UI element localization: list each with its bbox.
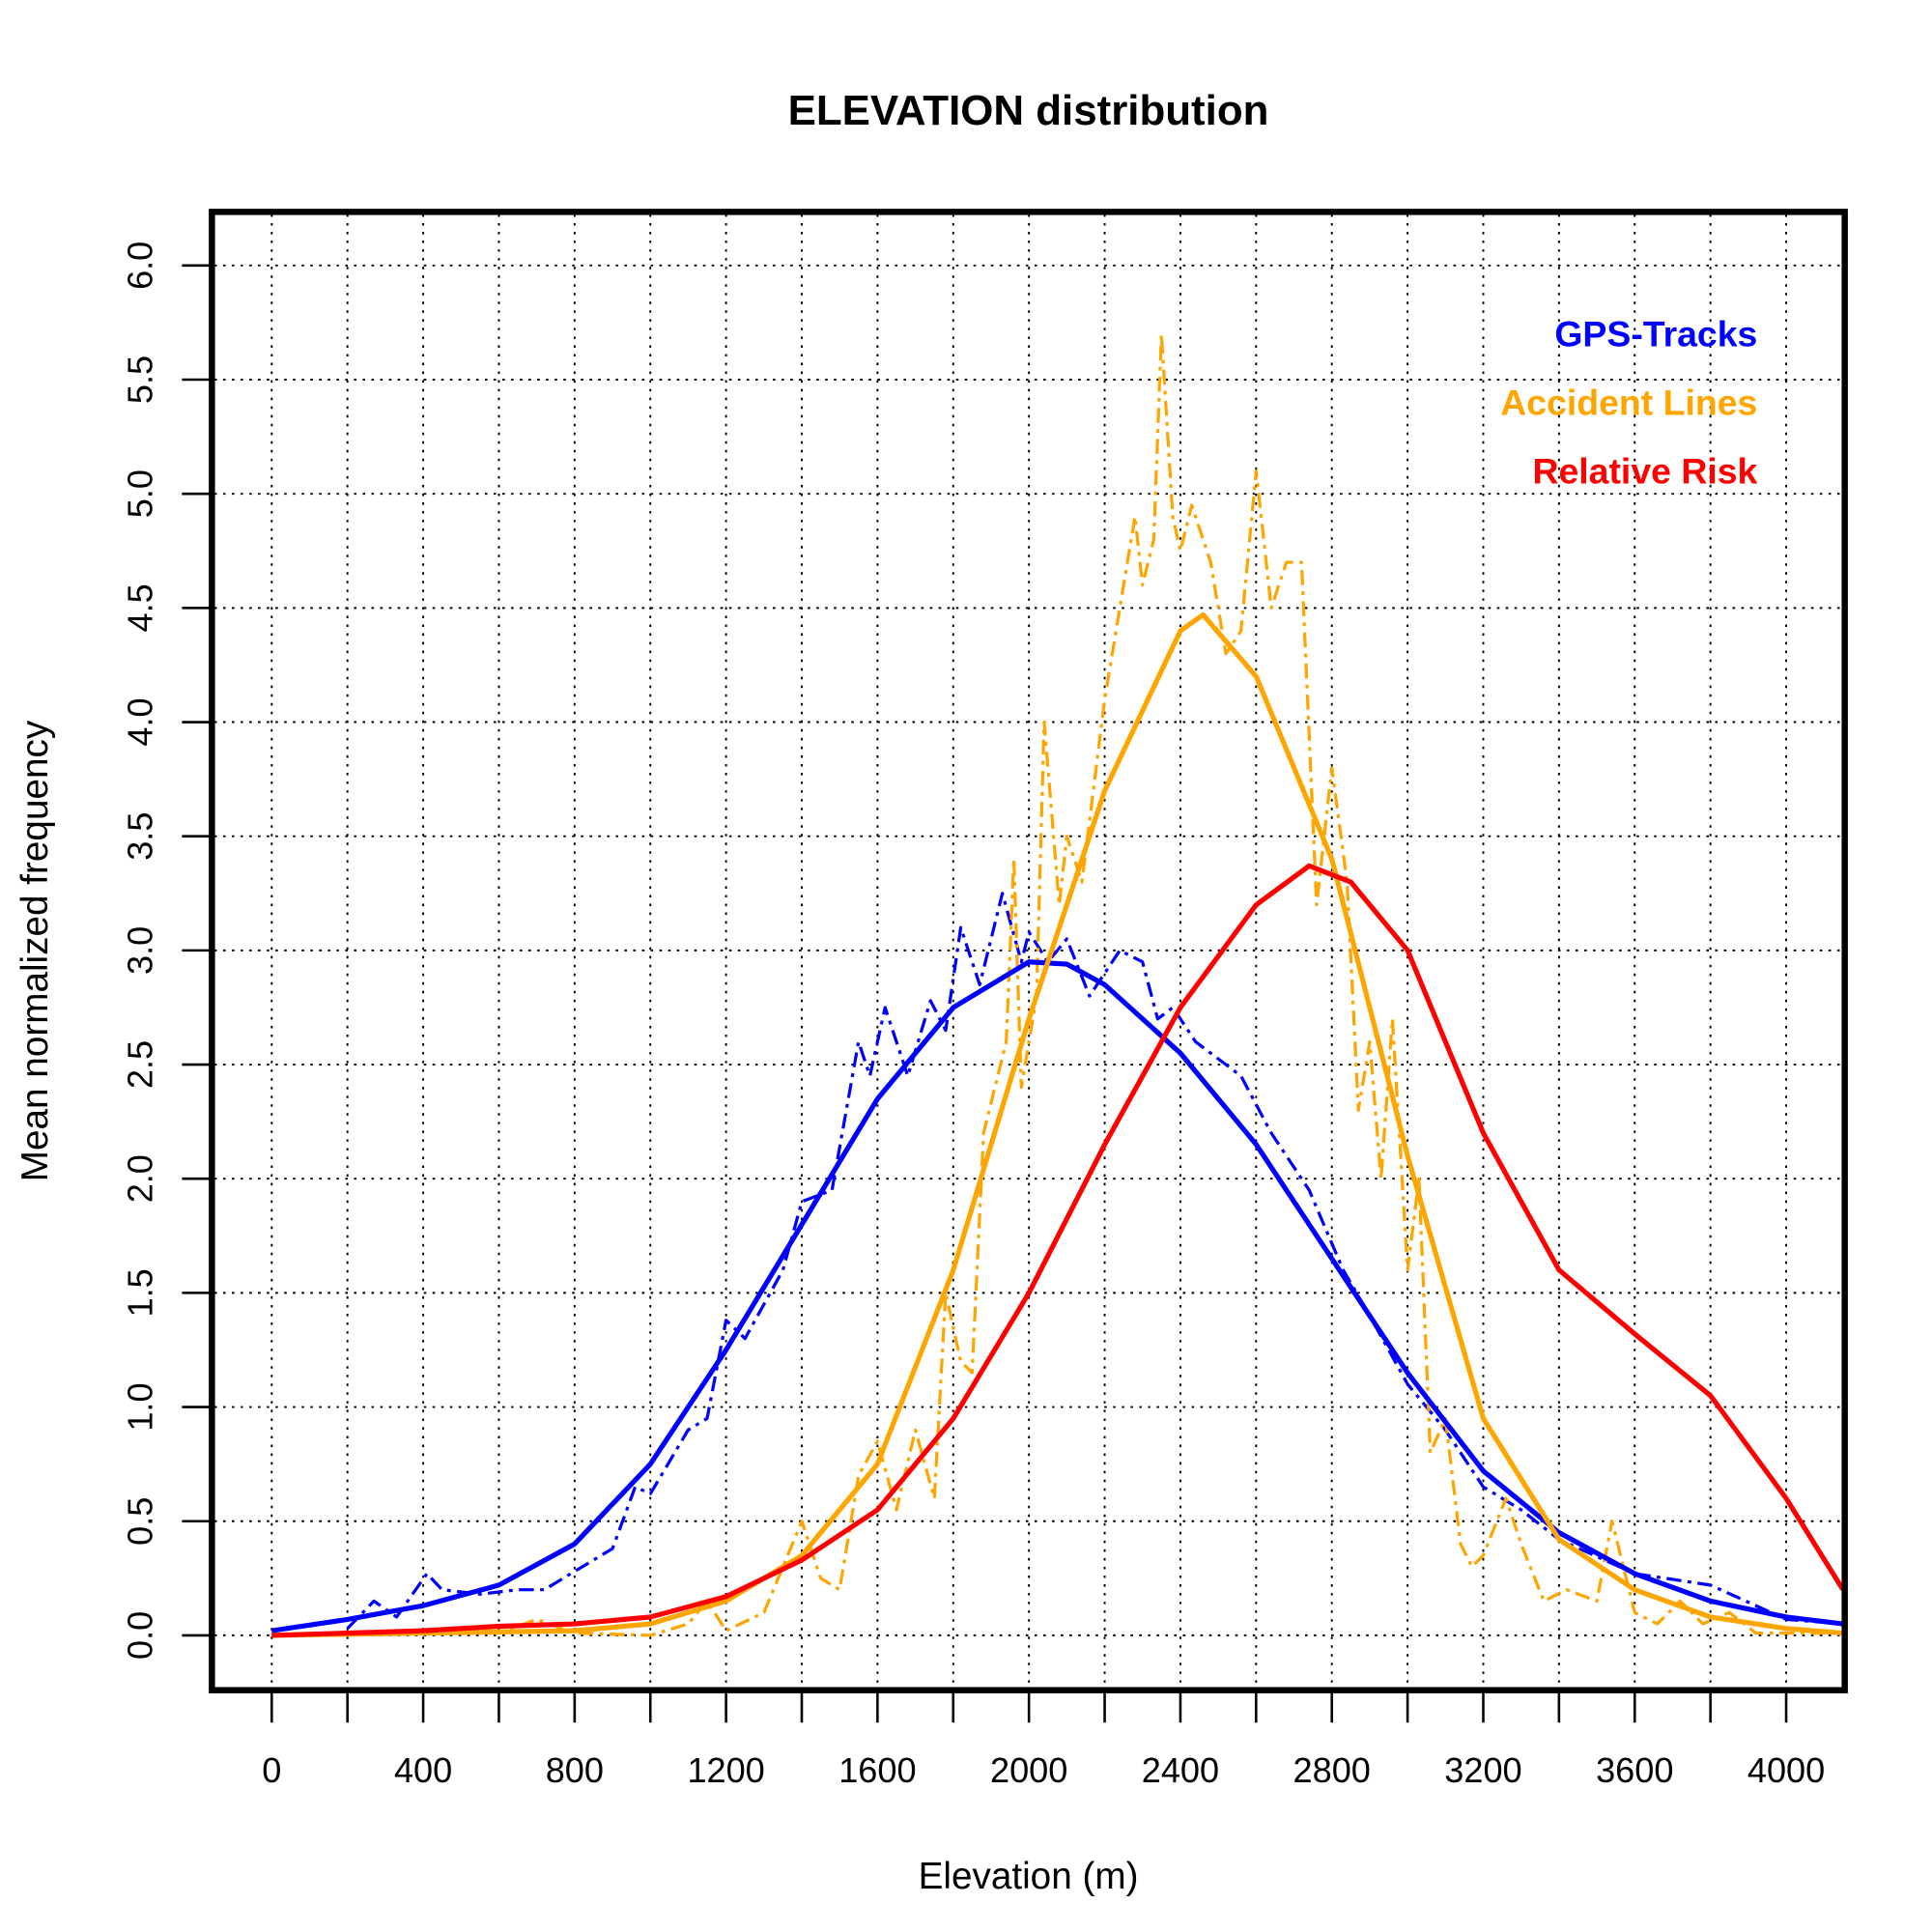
y-axis: 0.0 0.5 1.0 1.5 2.0 2.5 3.0 3.5 4.0 4.5 5.0 5.5 6.0 xyxy=(120,242,213,1660)
y-tick-label: 4.5 xyxy=(120,583,159,632)
x-axis: 0 400 800 1200 1600 2000 2400 2800 3200 3600 4000 xyxy=(262,1692,1825,1790)
x-tick-label: 1600 xyxy=(838,1750,916,1790)
y-tick-label: 4.0 xyxy=(120,697,159,746)
x-tick-label: 3600 xyxy=(1596,1750,1673,1790)
legend-entry: Relative Risk xyxy=(1532,451,1757,492)
legend: GPS-Tracks Accident Lines Relative Risk xyxy=(1500,314,1757,492)
legend-entry: Accident Lines xyxy=(1500,383,1757,423)
x-tick-label: 0 xyxy=(262,1750,281,1790)
y-tick-label: 2.0 xyxy=(120,1154,159,1203)
gps-tracks-smooth-line xyxy=(270,959,1844,1634)
y-tick-label: 0.5 xyxy=(120,1497,159,1546)
x-tick-label: 400 xyxy=(394,1750,452,1790)
y-tick-label: 5.5 xyxy=(120,355,159,404)
x-tick-label: 2800 xyxy=(1293,1750,1371,1790)
series-lines xyxy=(270,332,1845,1638)
grid xyxy=(213,213,1843,1689)
y-axis-label: Mean normalized frequency xyxy=(14,720,56,1181)
x-tick-label: 3200 xyxy=(1444,1750,1521,1790)
y-tick-label: 3.5 xyxy=(120,812,159,861)
legend-entry: GPS-Tracks xyxy=(1554,314,1757,355)
y-tick-label: 3.0 xyxy=(120,926,159,975)
y-tick-label: 6.0 xyxy=(120,242,159,290)
chart-title: ELEVATION distribution xyxy=(788,87,1269,134)
y-tick-label: 1.0 xyxy=(120,1382,159,1431)
gps-tracks-raw-line xyxy=(346,892,1843,1630)
x-tick-label: 2000 xyxy=(990,1750,1067,1790)
y-tick-label: 1.5 xyxy=(120,1268,159,1317)
accident-lines-smooth-line xyxy=(271,611,1844,1638)
x-tick-label: 2400 xyxy=(1142,1750,1219,1790)
x-tick-label: 800 xyxy=(546,1750,604,1790)
x-tick-label: 4000 xyxy=(1747,1750,1825,1790)
relative-risk-smooth-line xyxy=(271,863,1845,1638)
x-axis-label: Elevation (m) xyxy=(919,1856,1139,1897)
y-tick-label: 0.0 xyxy=(120,1611,159,1660)
accident-lines-raw-line xyxy=(271,332,1843,1637)
y-tick-label: 5.0 xyxy=(120,469,159,518)
y-tick-label: 2.5 xyxy=(120,1040,159,1089)
x-tick-label: 1200 xyxy=(687,1750,764,1790)
